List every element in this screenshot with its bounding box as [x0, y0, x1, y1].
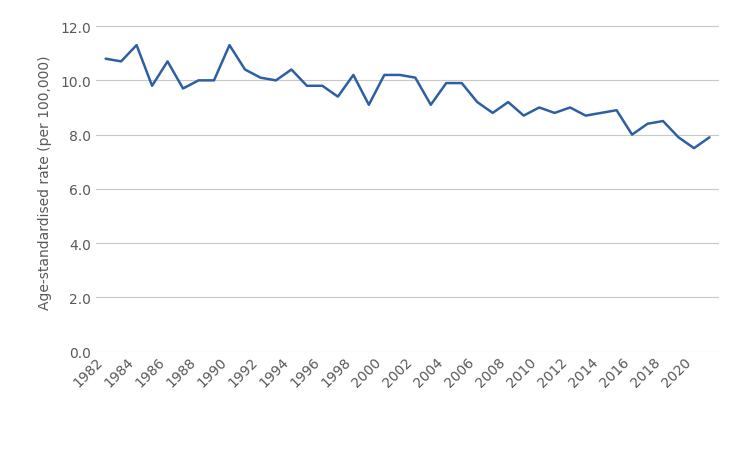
Y-axis label: Age-standardised rate (per 100,000): Age-standardised rate (per 100,000) — [38, 55, 52, 310]
